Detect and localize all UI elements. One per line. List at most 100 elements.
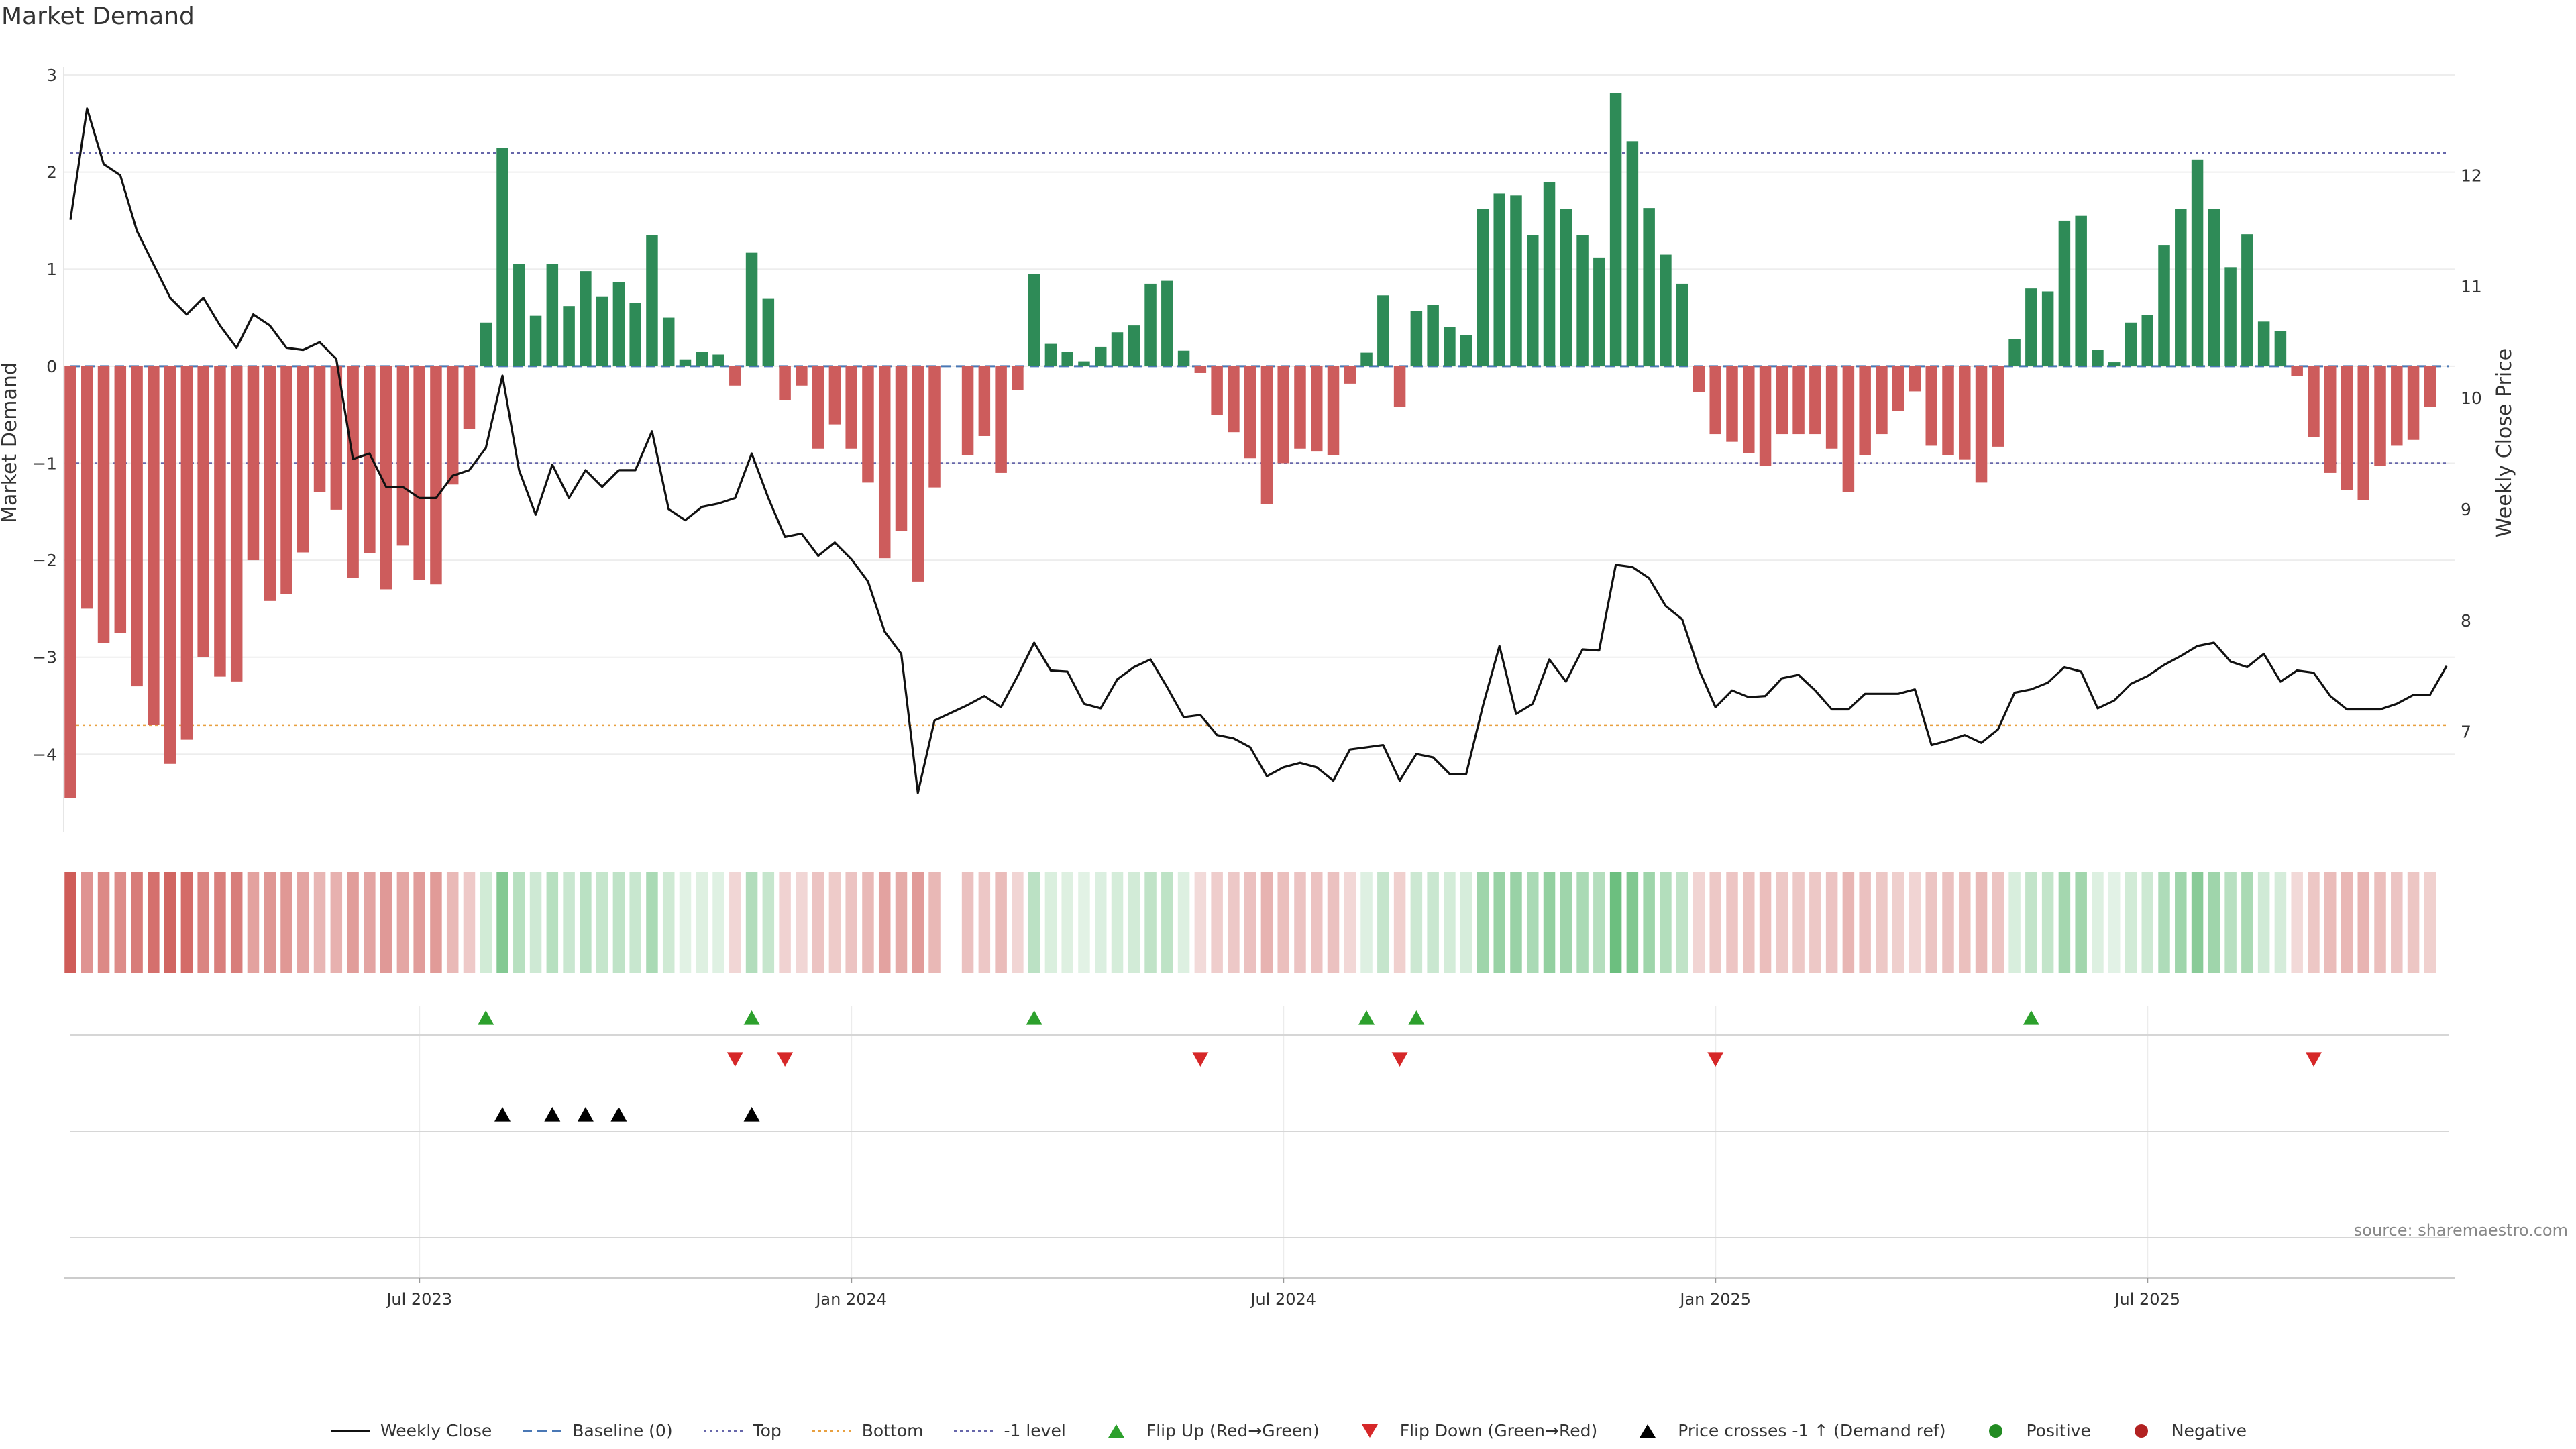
demand-bar (1560, 209, 1572, 366)
demand-bar (1311, 366, 1323, 452)
legend-item: Baseline (0) (521, 1421, 673, 1440)
demand-bar (1044, 343, 1057, 366)
legend-item: Flip Down (Green→Red) (1349, 1421, 1597, 1440)
heat-cell (1228, 872, 1240, 973)
flip-up-marker (478, 1010, 494, 1025)
demand-bar (1792, 366, 1805, 435)
demand-bar (1643, 208, 1655, 366)
demand-bar (2092, 350, 2104, 366)
heat-cell (2324, 872, 2337, 973)
demand-bar (2407, 366, 2420, 440)
demand-bar (2041, 291, 2054, 366)
left-axis-ticks: 3 2 1 0 −1 −2 −3 −4 (32, 66, 57, 764)
demand-bar (2191, 159, 2204, 366)
demand-bar (1327, 366, 1340, 455)
heat-cell (2158, 872, 2170, 973)
heat-cell (2357, 872, 2370, 973)
demand-bar (2357, 366, 2370, 500)
demand-bar (1360, 352, 1373, 366)
demand-bar (480, 322, 492, 366)
legend-label: Negative (2171, 1421, 2247, 1440)
demand-bar (1609, 93, 1622, 366)
demand-bar (1859, 366, 1871, 455)
heat-cell (1892, 872, 1904, 973)
heat-cell (330, 872, 343, 973)
heat-cell (1809, 872, 1821, 973)
heat-cell (1609, 872, 1622, 973)
right-tick-label: 8 (2461, 611, 2471, 631)
legend-item: -1 level (953, 1421, 1066, 1440)
heat-cell (580, 872, 592, 973)
heat-cell (1028, 872, 1040, 973)
heat-cell (1560, 872, 1572, 973)
weekly-close-line-path (69, 107, 2448, 794)
demand-bar (1194, 366, 1207, 373)
heat-cell (812, 872, 824, 973)
heat-cell (1244, 872, 1256, 973)
demand-bar (2141, 315, 2153, 366)
heat-cell (1909, 872, 1921, 973)
demand-bar (1676, 283, 1688, 366)
heat-cell (2424, 872, 2436, 973)
heat-cell (1094, 872, 1107, 973)
demand-bar (2291, 366, 2303, 376)
demand-bar (330, 366, 343, 510)
heat-cell (197, 872, 209, 973)
heat-cell (1593, 872, 1605, 973)
legend-swatch-icon (812, 1430, 851, 1432)
heat-cell (1510, 872, 1522, 973)
heat-cell (313, 872, 326, 973)
heat-cell (513, 872, 525, 973)
flip-down-marker (2305, 1052, 2322, 1067)
heat-cell (2008, 872, 2021, 973)
demand-bar (2108, 362, 2121, 366)
heat-cell (1277, 872, 1289, 973)
demand-bar (1427, 305, 1439, 366)
legend-label: -1 level (1004, 1421, 1066, 1440)
heat-cell (297, 872, 309, 973)
demand-bar (1277, 366, 1289, 464)
demand-bar (1925, 366, 1937, 446)
heat-cell (2125, 872, 2137, 973)
left-tick-label: −2 (32, 551, 57, 570)
demand-bar (845, 366, 857, 449)
heat-cell (2374, 872, 2386, 973)
heat-cell (1177, 872, 1190, 973)
heat-cell (612, 872, 625, 973)
demand-bar (2274, 331, 2287, 366)
demand-bar (2341, 366, 2353, 490)
heat-cell (928, 872, 941, 973)
heat-cell (1493, 872, 1505, 973)
heat-cell (729, 872, 741, 973)
heat-cell (696, 872, 708, 973)
heat-cell (978, 872, 991, 973)
demand-bar (1294, 366, 1306, 449)
demand-bar (197, 366, 209, 657)
demand-bar (1078, 361, 1090, 366)
legend-swatch-icon (523, 1430, 562, 1432)
price-cross-marker (610, 1107, 627, 1122)
demand-bar (596, 296, 608, 366)
demand-bar (2308, 366, 2320, 437)
heat-cell (347, 872, 359, 973)
demand-bar (297, 366, 309, 553)
demand-bar (1012, 366, 1024, 390)
heat-cell (646, 872, 658, 973)
heat-cell (2041, 872, 2054, 973)
demand-bar (1975, 366, 1988, 483)
demand-bar (1344, 366, 1356, 384)
heat-cell (878, 872, 891, 973)
demand-bar (745, 252, 758, 366)
heat-cell (662, 872, 675, 973)
heat-cell (1842, 872, 1855, 973)
demand-bar (1028, 274, 1040, 366)
legend-item: Price crosses -1 ↑ (Demand ref) (1627, 1421, 1945, 1440)
demand-bar (978, 366, 991, 436)
demand-bar (1094, 346, 1107, 366)
heat-cell (496, 872, 508, 973)
heat-cell (1327, 872, 1340, 973)
heat-cell (796, 872, 808, 973)
flip-down-marker (1391, 1052, 1408, 1067)
heat-cell (247, 872, 260, 973)
demand-bar (164, 366, 176, 764)
